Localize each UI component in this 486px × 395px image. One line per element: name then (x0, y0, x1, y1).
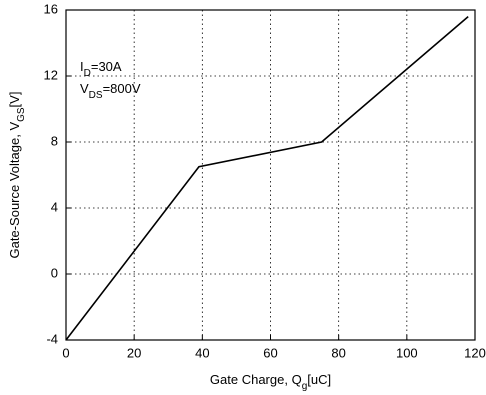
x-axis-label: Gate Charge, Qg[uC] (210, 372, 331, 392)
x-tick-label: 80 (331, 345, 345, 360)
data-line (65, 15, 469, 341)
y-tick-label: 12 (44, 67, 58, 82)
annotation-main: V (80, 81, 89, 96)
y-axis-label-tail: [V] (7, 92, 22, 108)
y-axis-label-sub: GS (16, 107, 27, 122)
y-tick-label: 4 (51, 199, 58, 214)
x-tick-label: 60 (263, 345, 277, 360)
x-tick-label: 100 (396, 345, 418, 360)
annotation-tail: =800V (103, 81, 141, 96)
y-axis-label-main: Gate-Source Voltage, V (7, 122, 22, 259)
annotation-sub: DS (89, 90, 103, 101)
x-axis-label-main: Gate Charge, Q (210, 372, 302, 387)
annotation: VDS=800V (80, 81, 141, 101)
x-tick-label: 120 (464, 345, 486, 360)
annotation-tail: =30A (91, 59, 122, 74)
annotation-main: I (80, 59, 84, 74)
y-tick-label: 8 (51, 133, 58, 148)
x-axis-label-sub: g (302, 381, 308, 392)
y-tick-label: -4 (46, 331, 58, 346)
x-tick-label: 40 (195, 345, 209, 360)
annotation-sub: D (84, 68, 91, 79)
y-axis-label: Gate-Source Voltage, VGS[V] (7, 92, 27, 259)
x-tick-label: 20 (127, 345, 141, 360)
annotation: ID=30A (80, 59, 122, 79)
y-tick-label: 16 (44, 1, 58, 16)
y-tick-label: 0 (51, 265, 58, 280)
plot-frame (65, 9, 476, 341)
x-tick-label: 0 (62, 345, 69, 360)
x-axis-label-tail: [uC] (307, 372, 331, 387)
